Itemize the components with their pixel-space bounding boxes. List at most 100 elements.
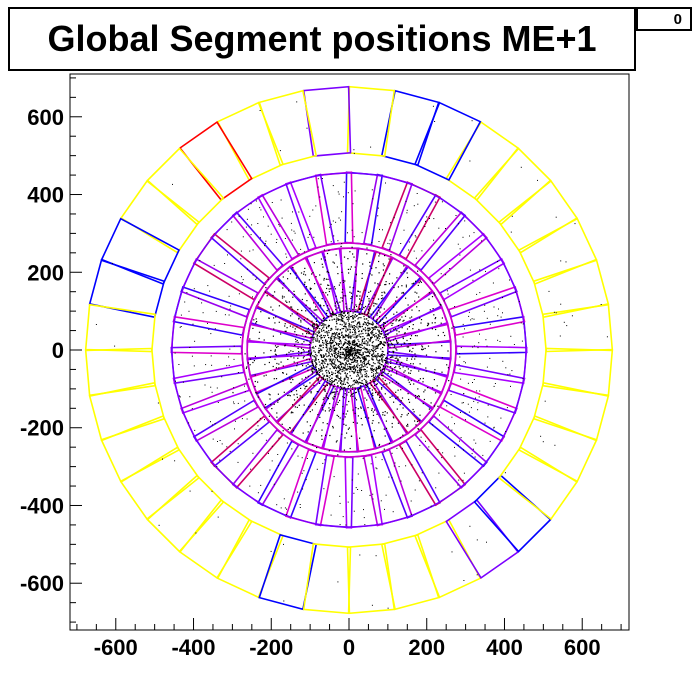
scatter-point <box>404 333 406 335</box>
scatter-point <box>349 310 351 313</box>
scatter-point <box>294 232 296 234</box>
scatter-point <box>359 368 362 370</box>
scatter-point <box>365 357 367 359</box>
scatter-point <box>404 315 407 317</box>
scatter-point <box>296 396 298 398</box>
scatter-point <box>341 328 343 330</box>
scatter-point <box>340 362 342 364</box>
scatter-point <box>457 223 459 225</box>
scatter-point <box>286 442 288 444</box>
scatter-point <box>217 516 219 518</box>
scatter-point <box>305 310 307 312</box>
scatter-point <box>344 280 346 282</box>
scatter-point <box>240 337 242 339</box>
scatter-point <box>357 473 359 475</box>
scatter-point <box>341 346 343 348</box>
scatter-point <box>368 327 370 329</box>
scatter-point <box>418 328 420 331</box>
scatter-point <box>330 223 332 225</box>
scatter-point <box>330 340 332 342</box>
scatter-point <box>396 373 398 375</box>
scatter-point <box>286 508 287 510</box>
scatter-point <box>369 382 371 384</box>
scatter-point <box>406 272 408 274</box>
scatter-point <box>328 383 330 385</box>
scatter-point <box>380 341 382 343</box>
scatter-point <box>214 423 216 425</box>
scatter-point <box>344 311 346 313</box>
ring-circle <box>171 172 527 528</box>
scatter-point <box>469 235 470 237</box>
scatter-point <box>343 315 345 318</box>
scatter-point <box>481 240 483 242</box>
scatter-point <box>410 500 412 502</box>
scatter-point <box>388 476 390 478</box>
scatter-point <box>380 370 382 372</box>
scatter-point <box>331 355 334 357</box>
entries-value: 0 <box>673 11 682 28</box>
scatter-point <box>361 356 363 358</box>
scatter-point <box>376 338 378 340</box>
scatter-point <box>352 343 354 345</box>
scatter-point <box>371 330 373 333</box>
scatter-point <box>378 422 380 424</box>
scatter-point <box>368 339 370 341</box>
scatter-point <box>360 367 362 369</box>
scatter-point <box>340 347 342 349</box>
scatter-point <box>226 446 228 448</box>
scatter-point <box>365 305 367 308</box>
scatter-point <box>385 427 388 429</box>
scatter-point <box>395 391 397 393</box>
me13-chamber <box>119 179 200 254</box>
scatter-point <box>498 268 500 270</box>
scatter-point <box>374 282 376 284</box>
scatter-point <box>328 325 330 327</box>
scatter-point <box>297 309 299 311</box>
scatter-point <box>335 319 338 321</box>
scatter-point <box>306 300 308 302</box>
scatter-point <box>467 382 469 384</box>
scatter-point <box>354 311 356 313</box>
scatter-point <box>349 366 351 368</box>
scatter-point <box>338 343 340 345</box>
scatter-point <box>311 336 313 338</box>
scatter-point <box>373 352 375 354</box>
scatter-point <box>345 335 347 337</box>
scatter-point <box>361 342 363 344</box>
scatter-point <box>360 382 362 384</box>
scatter-point <box>382 229 383 231</box>
scatter-point <box>318 369 320 371</box>
scatter-point <box>381 387 383 389</box>
scatter-point <box>257 425 259 427</box>
scatter-point <box>350 352 352 354</box>
scatter-point <box>360 336 362 338</box>
scatter-point <box>316 331 318 333</box>
scatter-point <box>309 354 311 356</box>
scatter-point <box>330 313 333 315</box>
scatter-point <box>388 351 390 353</box>
scatter-point <box>366 383 369 385</box>
scatter-point <box>406 346 408 348</box>
scatter-point <box>384 315 386 317</box>
scatter-point <box>321 336 323 339</box>
scatter-point <box>325 396 327 398</box>
scatter-point <box>387 344 389 346</box>
scatter-point <box>322 398 324 401</box>
me13-chamber <box>258 89 318 167</box>
scatter-point <box>332 362 334 365</box>
scatter-point <box>468 311 470 313</box>
scatter-point <box>328 342 330 345</box>
scatter-point <box>437 405 439 407</box>
scatter-point <box>341 313 343 315</box>
scatter-point <box>371 368 373 370</box>
scatter-point <box>355 357 357 359</box>
scatter-point <box>350 349 352 351</box>
scatter-point <box>268 393 270 395</box>
scatter-point <box>337 337 339 339</box>
scatter-point <box>339 355 341 358</box>
scatter-point <box>398 331 400 333</box>
scatter-point <box>339 309 341 311</box>
scatter-point <box>566 325 568 327</box>
scatter-point <box>278 224 280 226</box>
scatter-point <box>345 369 347 371</box>
